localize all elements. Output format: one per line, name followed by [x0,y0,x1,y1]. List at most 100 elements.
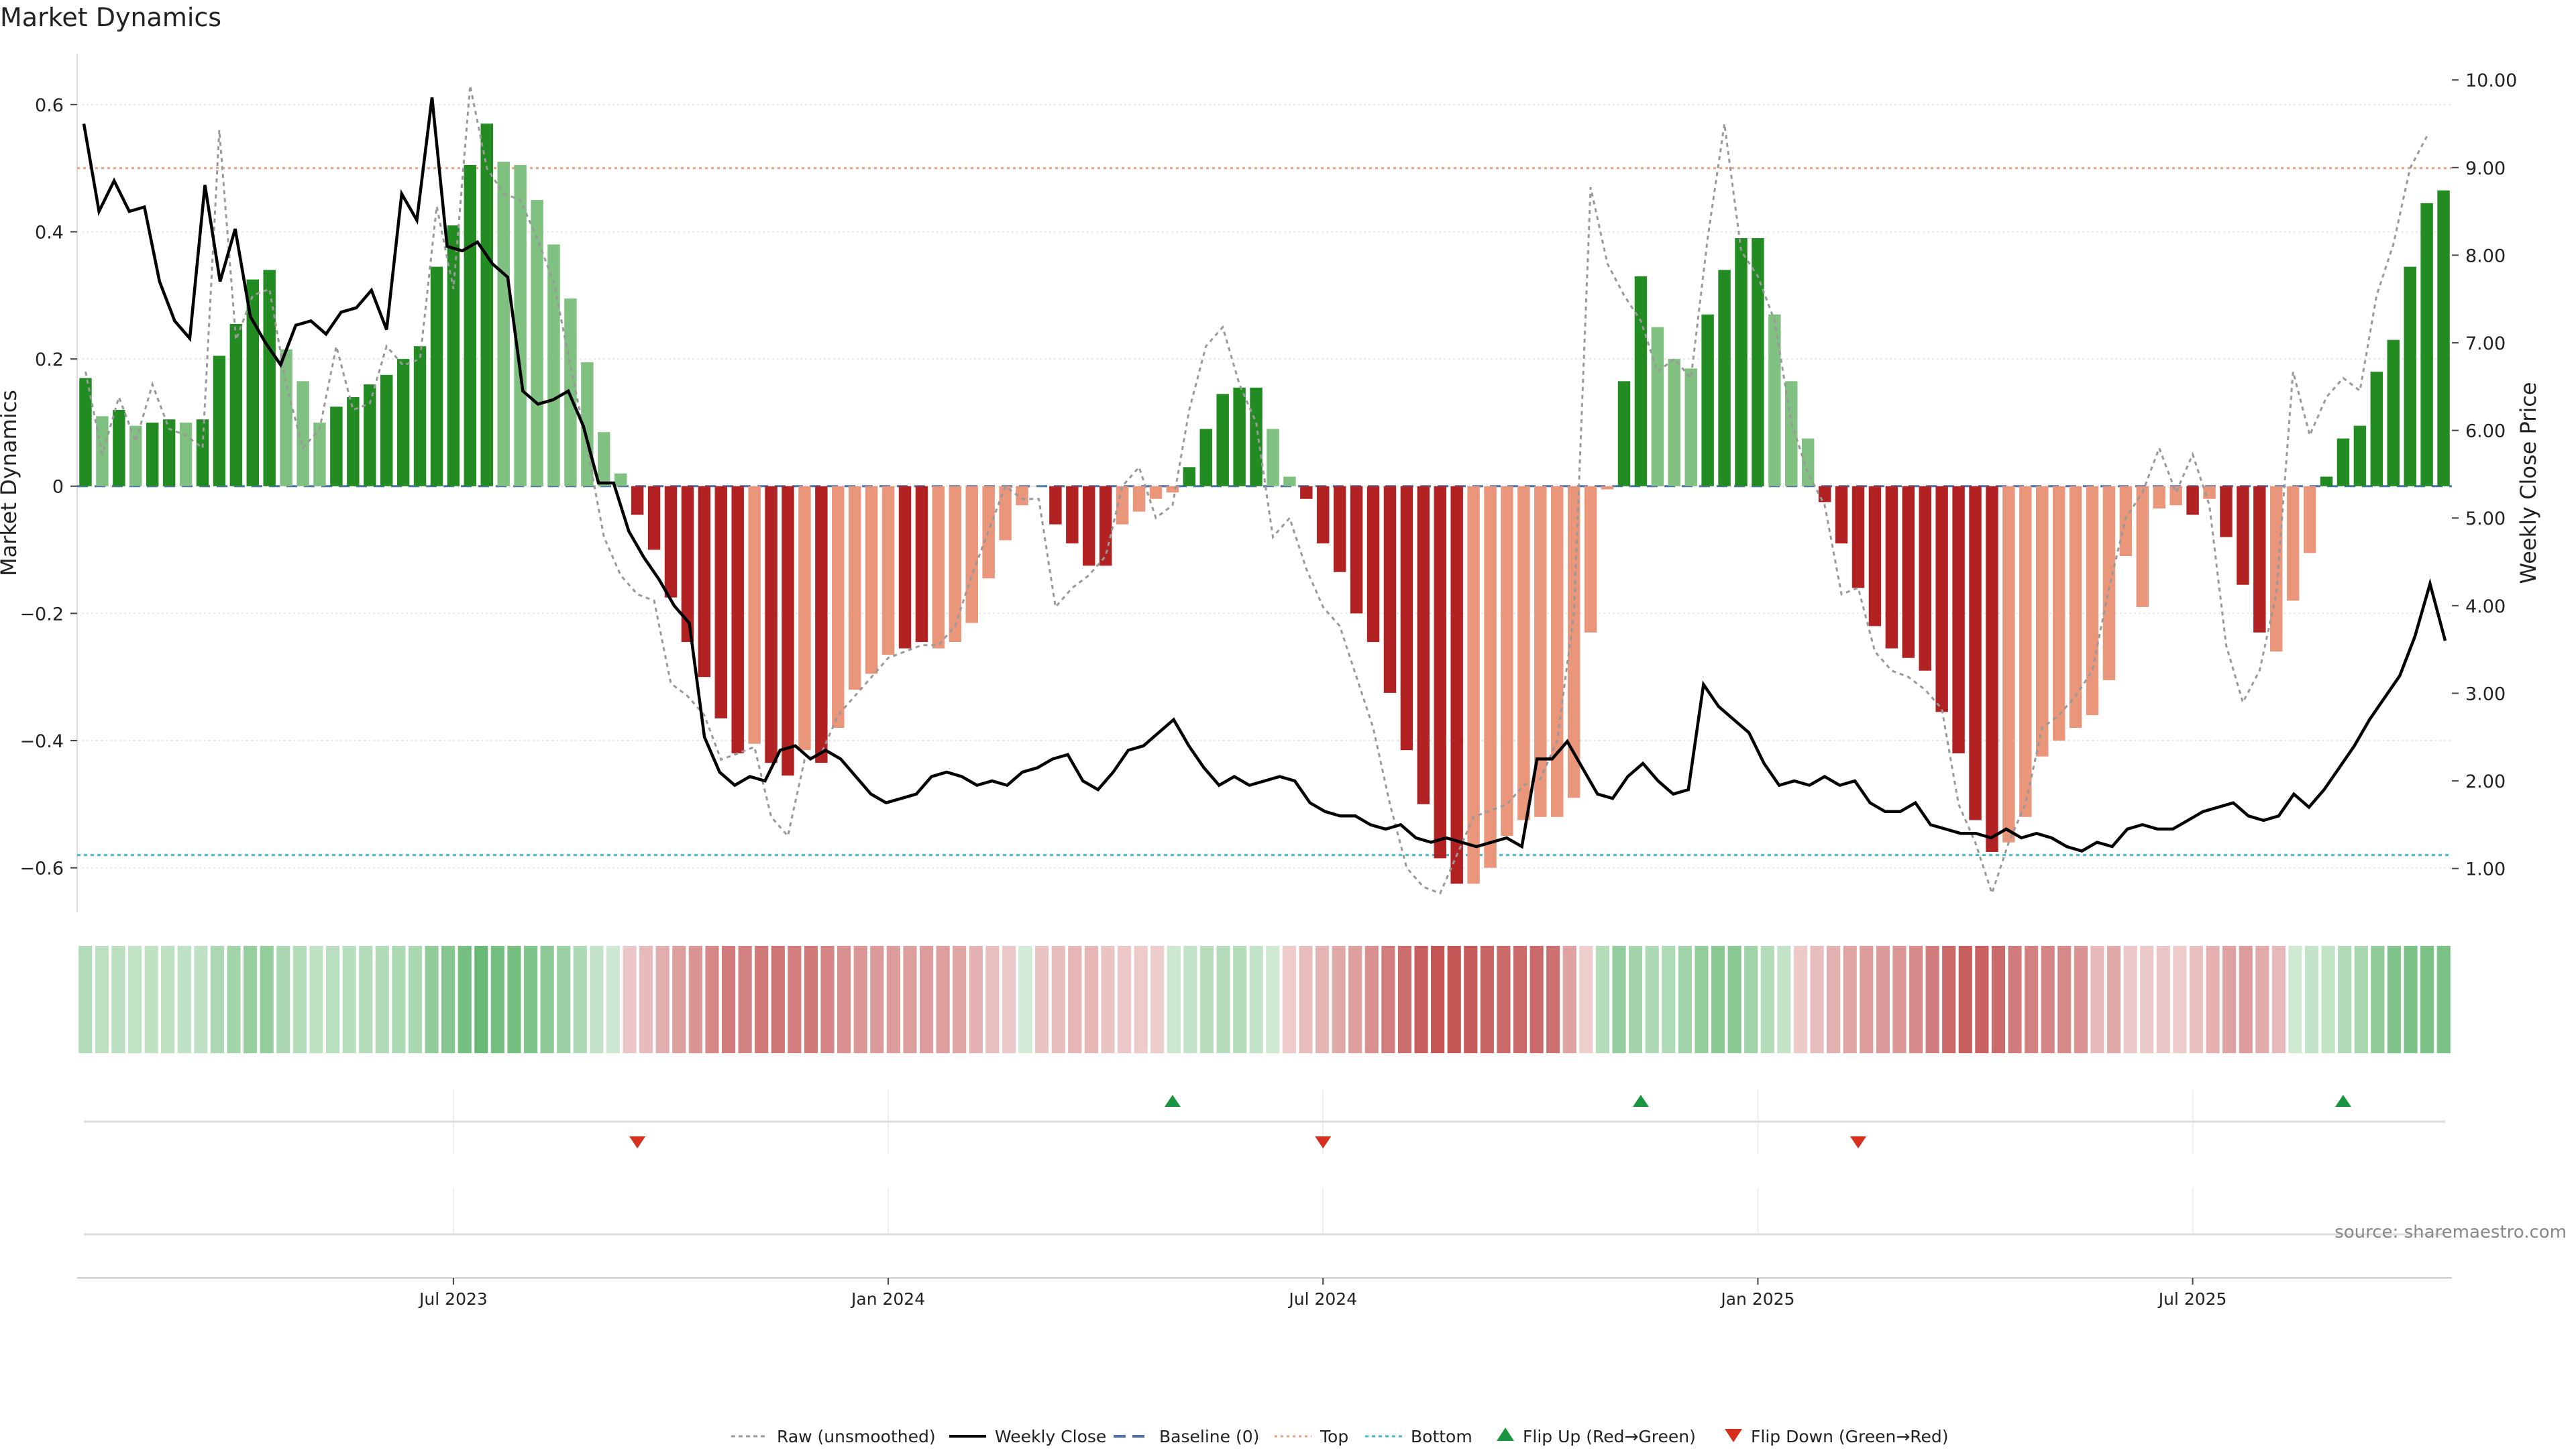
strip-cell [721,946,736,1053]
strip-cell [969,946,983,1053]
y-tick-label: 0.2 [35,350,64,370]
strip-cell [490,946,504,1053]
bar [380,374,393,486]
bar [965,486,978,623]
regime-strip [78,946,2451,1053]
strip-cell [127,946,142,1053]
bar [213,356,226,486]
strip-cell [2271,946,2286,1053]
strip-cell [2074,946,2088,1053]
bar [2286,486,2300,601]
bar [2337,438,2350,486]
strip-cell [1084,946,1098,1053]
strip-cell [2288,946,2302,1053]
bar [1668,359,1680,486]
strip-cell [2123,946,2137,1053]
bar [280,349,292,486]
strip-cell [1480,946,1494,1053]
y-tick-label: 0.4 [35,222,64,243]
bar [297,381,309,486]
bar [1752,237,1764,486]
raw-unsmoothed-line [85,85,2428,897]
strip-cell [755,946,769,1053]
strip-cell [177,946,191,1053]
strip-cell [1777,946,1791,1053]
strip-cell [425,946,439,1053]
strip-cell [325,946,340,1053]
chart-title: Market Dynamics [0,3,222,32]
strip-cell [507,946,521,1053]
strip-cell [639,946,653,1053]
strip-cell [1760,946,1774,1053]
weekly-close-line [82,97,2447,853]
strip-cell [408,946,423,1053]
bar [2069,486,2082,729]
y-axis-label: Market Dynamics [0,390,21,576]
bar [999,486,1012,541]
y2-tick-label: 10.00 [2465,70,2517,91]
strip-cell [2420,946,2434,1053]
bar [1183,467,1196,486]
bar [731,486,744,753]
bar [1501,486,1513,837]
strip-cell [2057,946,2072,1053]
bar [2270,486,2283,652]
strip-cell [1892,946,1907,1053]
strip-cell [655,946,669,1053]
bar [79,378,92,486]
strip-cell [573,946,587,1053]
strip-cell [161,946,175,1053]
bar [1868,486,1882,627]
bar [2153,486,2165,508]
strip-cell [705,946,719,1053]
strip-cell [1134,946,1148,1053]
strip-cell [1183,946,1197,1053]
strip-cell [111,946,125,1053]
strip-cell [1068,946,1082,1053]
strip-cell [1711,946,1725,1053]
strip-cell [1299,946,1313,1053]
strip-cell [474,946,488,1053]
bar [514,164,527,486]
bar [1617,381,1631,486]
bar [1216,394,1229,486]
bar [1049,486,1062,525]
strip-cell [1266,946,1280,1053]
bar [1701,314,1714,486]
strip-cell [1497,946,1511,1053]
strip-cell [1282,946,1296,1053]
bar [631,486,644,515]
strip-cell [210,946,225,1053]
strip-cell [2173,946,2187,1053]
legend-label: Flip Up (Red→Green) [1523,1427,1696,1446]
x-tick-label: Jul 2025 [2157,1289,2227,1309]
flip-down-marker [629,1136,646,1148]
y2-tick-label: 9.00 [2465,158,2506,179]
bar [782,486,794,776]
strip-cell [2140,946,2154,1053]
strip-cell [2321,946,2335,1053]
strip-cell [1909,946,1923,1053]
strip-cell [1431,946,1445,1053]
x-tick-label: Jul 2023 [418,1289,488,1309]
strip-cell [820,946,835,1053]
strip-cell [1464,946,1478,1053]
bar [1366,486,1380,643]
bar [598,432,610,486]
strip-cell [1513,946,1527,1053]
bar [1450,486,1463,884]
bar [1250,387,1263,486]
y2-tick-label: 3.00 [2465,684,2506,704]
bar [196,419,209,486]
bar [1885,486,1898,649]
bar [1835,486,1848,544]
strip-cell [2387,946,2402,1053]
strip-cell [260,946,274,1053]
bar [1969,486,1982,820]
bar [1066,486,1079,544]
strip-cell [953,946,967,1053]
bar [1166,486,1179,493]
bar [2136,486,2149,607]
strip-cell [1645,946,1659,1053]
bar [447,225,460,486]
